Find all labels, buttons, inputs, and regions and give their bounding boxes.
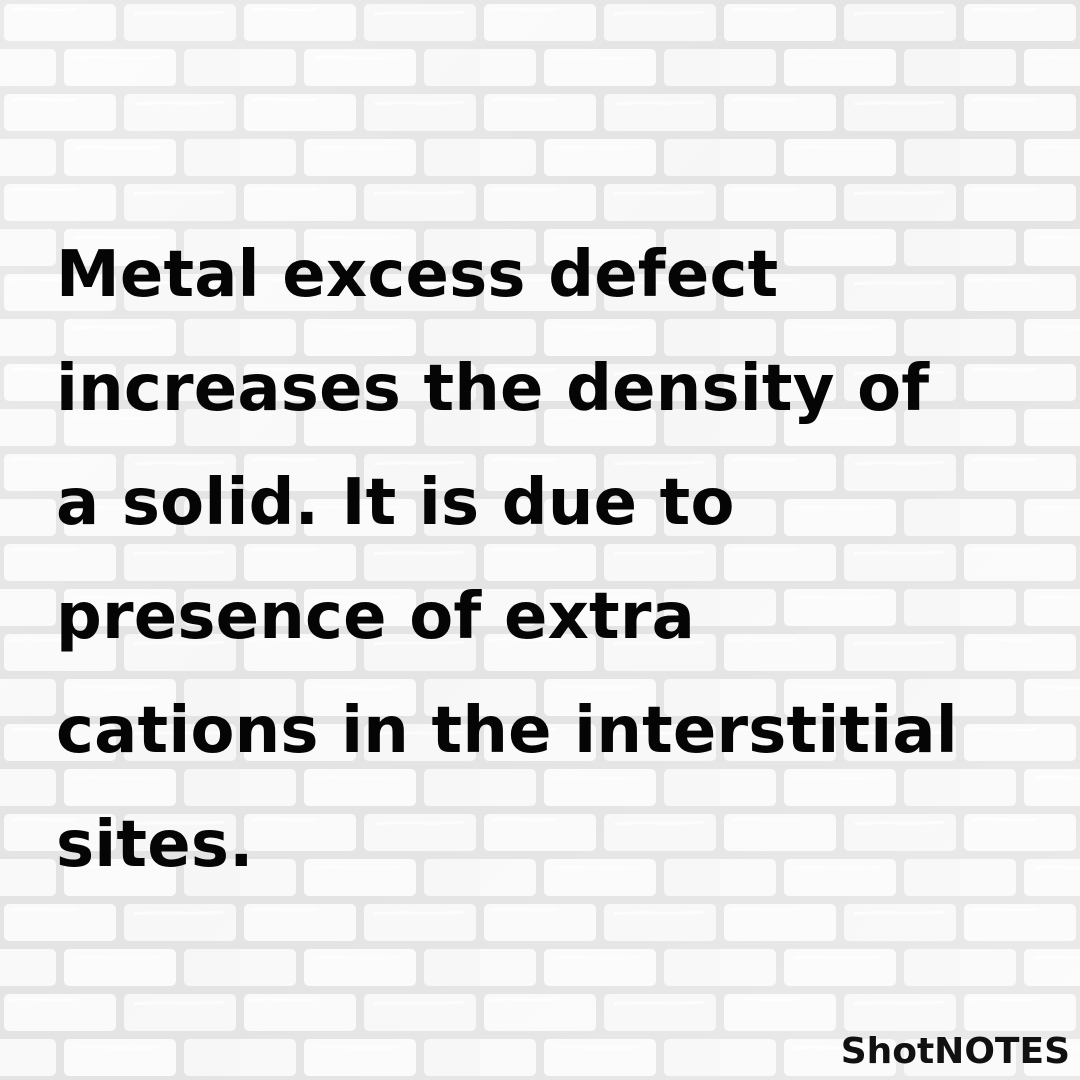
brand-watermark: ShotNOTES — [840, 1031, 1070, 1072]
post-body-text: Metal excess defect increases the densit… — [56, 238, 958, 882]
